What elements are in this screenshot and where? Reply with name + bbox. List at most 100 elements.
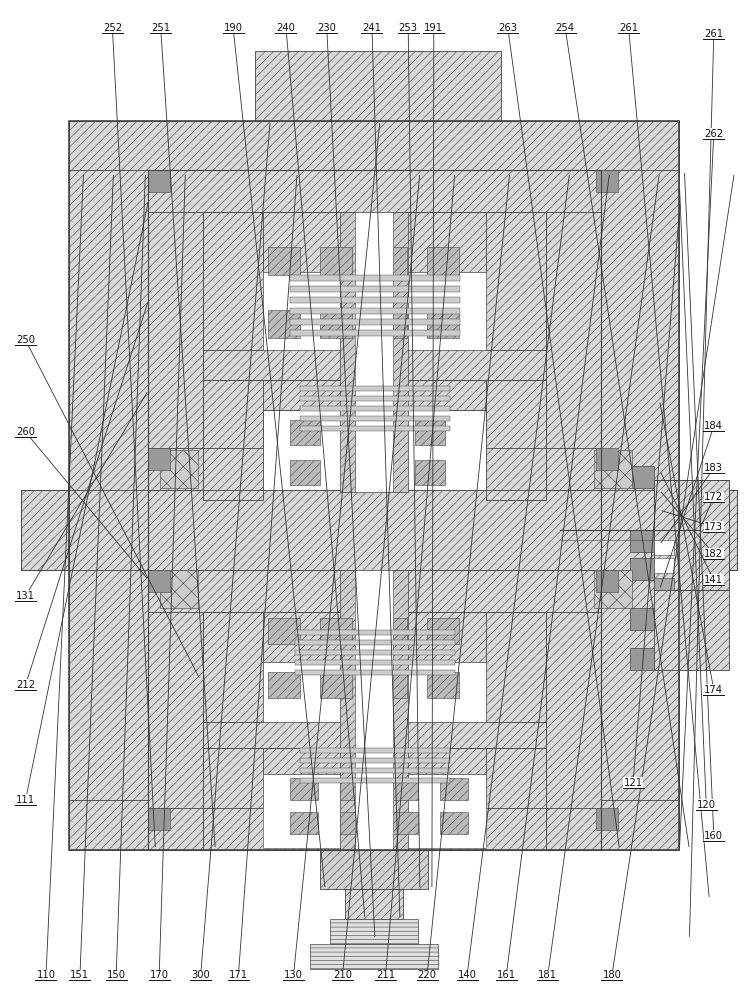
Bar xyxy=(375,618,407,644)
Bar xyxy=(375,310,407,338)
Text: 110: 110 xyxy=(36,970,55,980)
Text: 120: 120 xyxy=(697,800,716,810)
Bar xyxy=(69,490,680,570)
Bar xyxy=(355,570,393,850)
Bar xyxy=(630,530,655,552)
Text: 253: 253 xyxy=(398,23,417,33)
Bar xyxy=(390,778,418,800)
Bar xyxy=(268,247,300,275)
Bar xyxy=(203,212,546,272)
Bar xyxy=(148,808,170,830)
Bar xyxy=(290,812,318,834)
Text: 261: 261 xyxy=(705,29,723,39)
Bar xyxy=(300,416,450,421)
Bar xyxy=(295,650,455,655)
Text: 250: 250 xyxy=(16,335,35,345)
Bar xyxy=(593,450,631,488)
Bar xyxy=(290,286,460,292)
Bar xyxy=(203,748,263,848)
Bar xyxy=(290,460,320,485)
Text: 131: 131 xyxy=(16,591,35,601)
Bar xyxy=(290,297,460,303)
Bar xyxy=(263,774,486,848)
Bar xyxy=(655,480,730,590)
Bar xyxy=(375,247,407,275)
Bar xyxy=(630,466,655,488)
Bar xyxy=(203,748,546,774)
Bar xyxy=(203,380,263,500)
Bar xyxy=(440,812,468,834)
Bar xyxy=(290,319,460,325)
Text: 261: 261 xyxy=(619,23,638,33)
Text: 174: 174 xyxy=(705,685,723,695)
Bar xyxy=(415,460,445,485)
Bar xyxy=(655,578,674,590)
Bar xyxy=(320,247,352,275)
Bar xyxy=(355,460,385,485)
Bar xyxy=(148,448,170,470)
Bar xyxy=(689,490,737,570)
Bar xyxy=(148,170,203,490)
Bar xyxy=(295,640,455,645)
Text: 184: 184 xyxy=(705,421,723,431)
Bar xyxy=(486,212,546,387)
Bar xyxy=(268,310,300,338)
Bar xyxy=(655,480,730,590)
Bar xyxy=(69,121,148,850)
Bar xyxy=(415,420,445,445)
Bar xyxy=(295,630,455,635)
Bar xyxy=(256,51,500,121)
Text: 172: 172 xyxy=(705,492,723,502)
Bar xyxy=(20,490,69,570)
Bar xyxy=(203,808,546,850)
Bar xyxy=(160,450,198,488)
Bar xyxy=(148,570,600,612)
Bar xyxy=(440,778,468,800)
Bar xyxy=(546,170,600,490)
Bar xyxy=(203,722,546,748)
Bar xyxy=(300,778,450,783)
Bar xyxy=(380,272,440,350)
Text: 210: 210 xyxy=(333,970,352,980)
Bar xyxy=(427,310,459,338)
Bar xyxy=(655,558,674,573)
Text: 151: 151 xyxy=(70,970,89,980)
Bar xyxy=(330,919,418,944)
Bar xyxy=(203,380,546,410)
Bar xyxy=(345,889,403,919)
Bar xyxy=(340,570,408,850)
Bar xyxy=(300,758,450,763)
Bar xyxy=(390,812,418,834)
Text: 160: 160 xyxy=(705,831,723,841)
Bar xyxy=(160,570,198,608)
Bar xyxy=(320,672,352,698)
Bar xyxy=(600,121,680,850)
Text: 170: 170 xyxy=(150,970,169,980)
Bar xyxy=(486,748,546,848)
Text: 150: 150 xyxy=(107,970,125,980)
Bar xyxy=(630,558,655,580)
Bar xyxy=(320,618,352,644)
Bar xyxy=(436,272,486,350)
Text: 230: 230 xyxy=(318,23,336,33)
Bar xyxy=(486,380,546,500)
Text: 262: 262 xyxy=(705,129,723,139)
Text: 171: 171 xyxy=(229,970,248,980)
Bar xyxy=(596,570,618,592)
Bar xyxy=(263,272,486,350)
Bar xyxy=(203,612,546,808)
Bar xyxy=(340,212,408,492)
Bar xyxy=(427,618,459,644)
Bar xyxy=(295,670,455,675)
Bar xyxy=(355,420,385,445)
Text: 161: 161 xyxy=(497,970,516,980)
Text: 300: 300 xyxy=(191,970,210,980)
Bar xyxy=(203,448,546,490)
Bar xyxy=(593,570,631,608)
Bar xyxy=(630,608,655,630)
Bar xyxy=(203,212,546,448)
Bar xyxy=(203,212,263,387)
Text: 212: 212 xyxy=(16,680,36,690)
Bar xyxy=(148,448,600,490)
Bar xyxy=(148,170,600,850)
